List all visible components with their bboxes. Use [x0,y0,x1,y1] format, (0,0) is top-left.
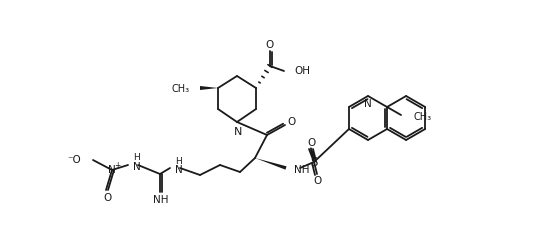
Text: NH: NH [294,165,310,175]
Text: H: H [134,154,140,163]
Text: N: N [234,127,242,137]
Polygon shape [255,158,287,170]
Text: O: O [287,117,295,127]
Polygon shape [200,86,218,90]
Text: NH: NH [153,195,169,205]
Text: H: H [176,157,183,165]
Text: +: + [114,160,120,169]
Text: ⁻O: ⁻O [67,155,81,165]
Text: O: O [307,138,315,148]
Text: O: O [313,176,321,186]
Text: OH: OH [294,66,310,76]
Text: CH₃: CH₃ [413,112,431,122]
Text: N: N [175,165,183,175]
Text: CH₃: CH₃ [172,84,190,94]
Text: S: S [310,155,318,169]
Text: O: O [103,193,111,203]
Text: O: O [266,40,274,50]
Text: N: N [133,162,141,172]
Text: N: N [108,165,116,175]
Text: N: N [364,99,372,109]
